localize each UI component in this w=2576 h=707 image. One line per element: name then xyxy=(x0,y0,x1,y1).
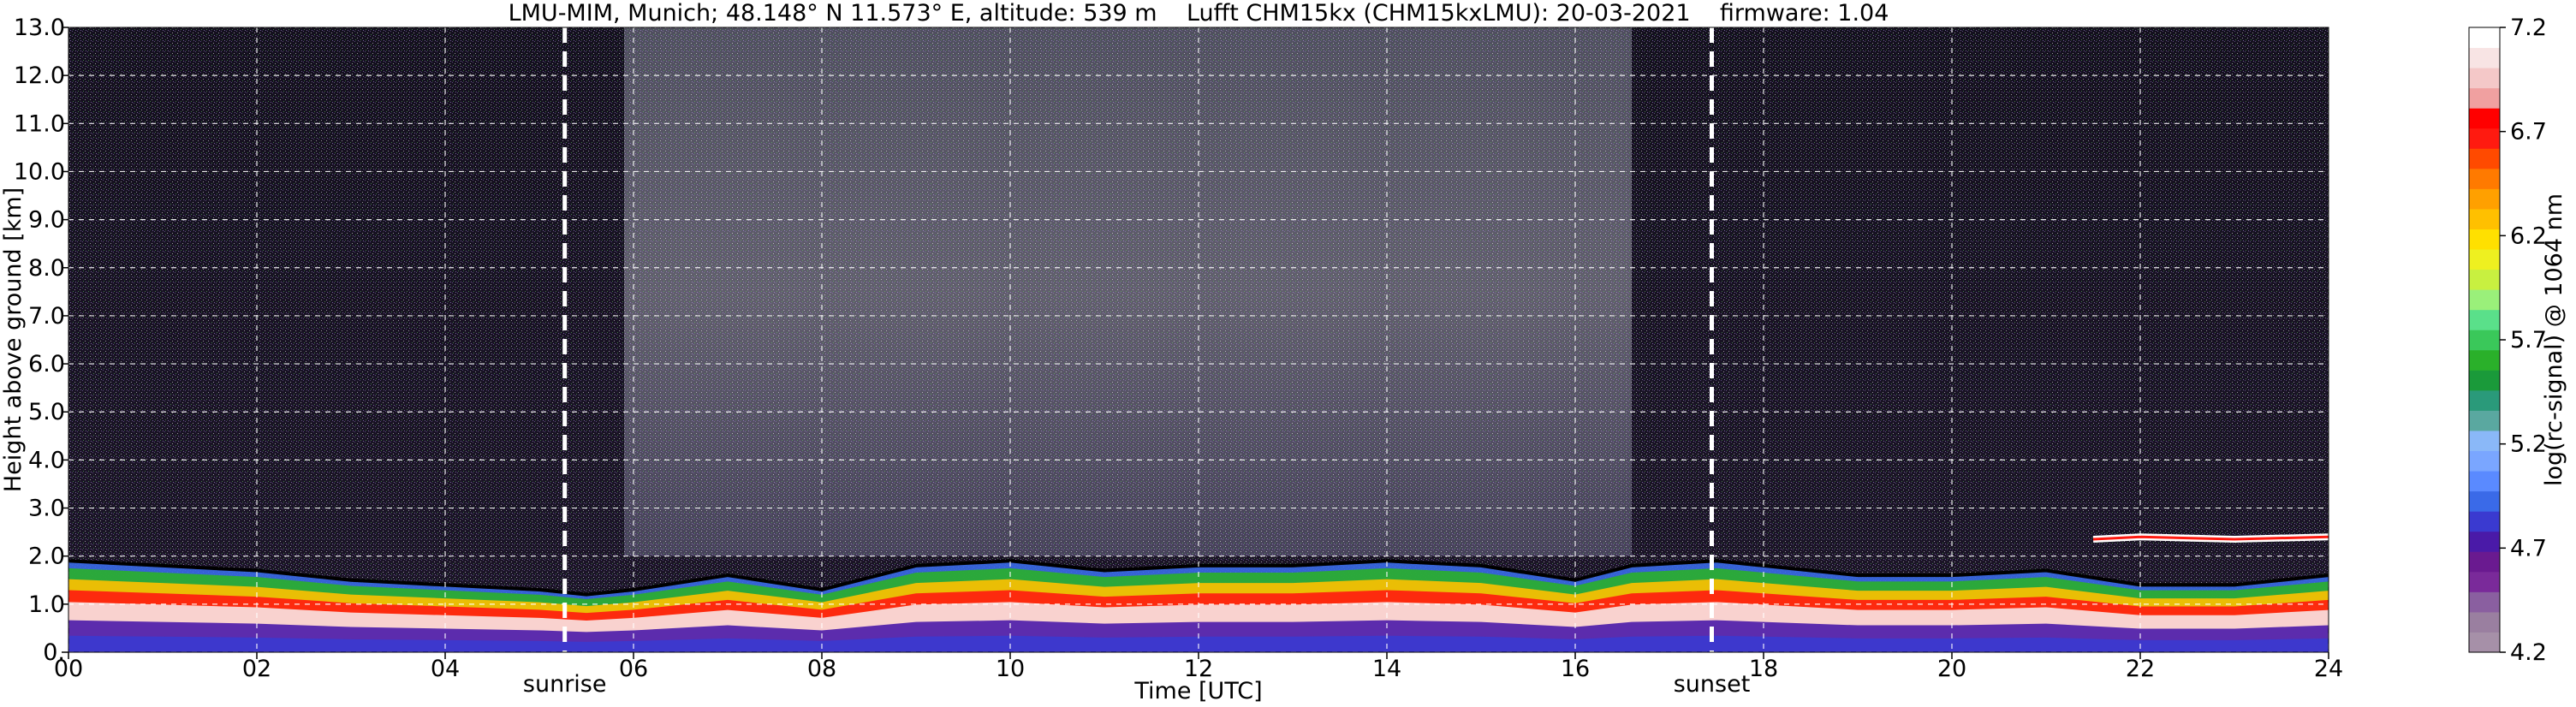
colorbar-segment xyxy=(2469,430,2500,452)
colorbar-segment xyxy=(2469,471,2500,492)
colorbar-tick-label: 4.2 xyxy=(2510,639,2547,666)
colorbar-segment xyxy=(2469,611,2500,633)
colorbar-segment xyxy=(2469,47,2500,68)
x-tick-label: 00 xyxy=(54,656,83,682)
x-tick-label: 22 xyxy=(2126,656,2155,682)
plot-area xyxy=(68,27,2329,653)
colorbar-segment xyxy=(2469,229,2500,250)
colorbar-segment xyxy=(2469,68,2500,89)
colorbar-segment xyxy=(2469,551,2500,573)
sun-markers xyxy=(562,27,1714,652)
y-tick-label: 6.0 xyxy=(28,351,65,377)
colorbar-segment xyxy=(2469,289,2500,311)
sunset-label: sunset xyxy=(1674,671,1751,698)
colorbar-segment xyxy=(2469,490,2500,512)
y-tick-label: 2.0 xyxy=(28,544,65,570)
y-tick-label: 5.0 xyxy=(28,399,65,425)
x-tick-label: 14 xyxy=(1372,656,1401,682)
colorbar-tick-label: 7.2 xyxy=(2510,15,2547,41)
colorbar-tick-label: 4.7 xyxy=(2510,535,2547,561)
sunrise-label: sunrise xyxy=(523,671,607,698)
colorbar-segment xyxy=(2469,188,2500,210)
x-tick-label: 08 xyxy=(807,656,836,682)
chart-title: LMU-MIM, Munich; 48.148° N 11.573° E, al… xyxy=(509,0,1889,27)
x-tick-label: 12 xyxy=(1184,656,1213,682)
colorbar-segment xyxy=(2469,128,2500,149)
colorbar-segment xyxy=(2469,511,2500,532)
y-tick-label: 7.0 xyxy=(28,303,65,330)
colorbar-segment xyxy=(2469,148,2500,169)
x-tick-label: 18 xyxy=(1749,656,1778,682)
colorbar-segment xyxy=(2469,249,2500,270)
y-tick-label: 13.0 xyxy=(14,15,65,41)
x-axis-ticks: 00 02 04 06 08 10 12 14 16 18 20 22 24 xyxy=(54,652,2343,682)
colorbar-segment xyxy=(2469,330,2500,351)
colorbar-label: log(rc-signal) @ 1064 nm xyxy=(2541,193,2567,486)
colorbar-segment xyxy=(2469,168,2500,189)
x-tick-label: 04 xyxy=(431,656,460,682)
colorbar-segment xyxy=(2469,269,2500,290)
upper-aerosol-layer-core xyxy=(2092,535,2329,541)
x-tick-label: 16 xyxy=(1561,656,1590,682)
colorbar-segment xyxy=(2469,309,2500,330)
x-tick-label: 24 xyxy=(2314,656,2343,682)
colorbar-segment xyxy=(2469,450,2500,472)
colorbar-segment xyxy=(2469,208,2500,229)
y-axis-ticks: 0. 1.0 2.0 3.0 4.0 5.0 6.0 7.0 8.0 9.0 10.0 11.0 12.… xyxy=(14,15,68,666)
colorbar-segment xyxy=(2469,87,2500,109)
colorbar-segment xyxy=(2469,632,2500,653)
x-tick-label: 06 xyxy=(619,656,648,682)
x-tick-label: 02 xyxy=(242,656,271,682)
y-tick-label: 4.0 xyxy=(28,447,65,473)
colorbar-segment xyxy=(2469,410,2500,431)
colorbar-tick-label: 5.7 xyxy=(2510,327,2547,354)
colorbar xyxy=(2468,27,2501,653)
y-tick-label: 12.0 xyxy=(14,62,65,89)
y-tick-label: 3.0 xyxy=(28,496,65,522)
colorbar-tick-label: 6.7 xyxy=(2510,119,2547,146)
colorbar-segment xyxy=(2469,531,2500,552)
y-tick-label: 0. xyxy=(43,639,65,666)
colorbar-segment xyxy=(2469,370,2500,391)
colorbar-segment xyxy=(2469,389,2500,411)
colorbar-segment xyxy=(2469,27,2500,49)
colorbar-tick-label: 6.2 xyxy=(2510,223,2547,249)
y-tick-label: 10.0 xyxy=(14,158,65,185)
colorbar-segment xyxy=(2469,108,2500,129)
colorbar-segment xyxy=(2469,349,2500,371)
x-tick-label: 10 xyxy=(996,656,1025,682)
y-tick-label: 11.0 xyxy=(14,110,65,137)
y-tick-label: 1.0 xyxy=(28,591,65,618)
colorbar-tick-label: 5.2 xyxy=(2510,431,2547,458)
colorbar-segment xyxy=(2469,591,2500,613)
y-tick-label: 8.0 xyxy=(28,255,65,282)
x-tick-label: 20 xyxy=(1937,656,1966,682)
colorbar-ticks: 4.2 4.7 5.2 5.7 6.2 6.7 7.2 xyxy=(2500,15,2547,666)
x-axis-label: Time [UTC] xyxy=(1133,678,1262,704)
y-tick-label: 9.0 xyxy=(28,207,65,234)
colorbar-segment xyxy=(2469,571,2500,592)
y-axis-label: Height above ground [km] xyxy=(0,187,27,492)
